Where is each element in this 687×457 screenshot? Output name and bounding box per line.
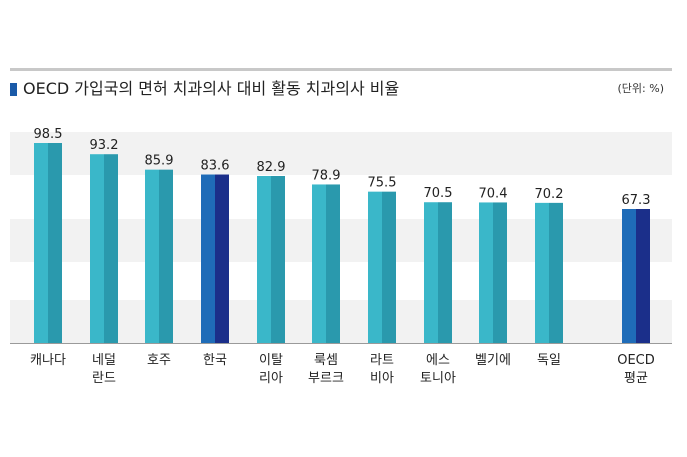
bar — [145, 169, 159, 343]
bar-shade — [438, 202, 452, 343]
data-label: 78.9 — [312, 168, 341, 183]
bar-shade — [326, 184, 340, 343]
data-label: 83.6 — [201, 159, 230, 174]
data-label: 85.9 — [145, 154, 174, 169]
bar — [34, 143, 48, 343]
category-label: 독일 — [537, 353, 561, 368]
data-label: 70.5 — [424, 186, 453, 201]
category-label: 라트 — [370, 353, 394, 368]
category-label: 토니아 — [420, 371, 456, 386]
top-rule — [10, 68, 672, 71]
category-label: 이탈 — [259, 353, 283, 368]
data-label: 98.5 — [34, 127, 63, 142]
bar — [424, 202, 438, 343]
bar-group: 98.5 캐나다 — [30, 127, 66, 368]
bar-group: 83.6 한국 — [201, 159, 230, 368]
category-label: 네덜 — [92, 353, 116, 368]
data-label: 70.2 — [535, 187, 564, 202]
bar — [535, 202, 549, 343]
data-label: 67.3 — [622, 193, 651, 208]
bar-group: 70.2 독일 — [535, 187, 564, 368]
bar — [368, 191, 382, 343]
data-label: 93.2 — [90, 138, 119, 153]
bar-shade — [271, 176, 285, 343]
bar — [622, 209, 636, 343]
category-label: 벨기에 — [475, 353, 511, 368]
category-label: 호주 — [147, 353, 171, 368]
title-marker — [10, 83, 17, 96]
bar — [90, 154, 104, 343]
category-label: 캐나다 — [30, 353, 66, 368]
bar-shade — [48, 143, 62, 343]
data-label: 70.4 — [479, 186, 508, 201]
bar — [312, 184, 326, 343]
category-label: OECD — [617, 353, 655, 368]
data-label: 82.9 — [257, 160, 286, 175]
category-label: 한국 — [203, 353, 227, 368]
bar-shade — [215, 174, 229, 343]
bar-group: 70.4 벨기에 — [475, 186, 511, 368]
category-label: 리아 — [259, 371, 283, 386]
bar-shade — [636, 209, 650, 343]
bar-shade — [493, 202, 507, 343]
category-label: 룩셈 — [314, 353, 338, 368]
bar — [201, 174, 215, 343]
bar — [257, 176, 271, 343]
data-label: 75.5 — [368, 176, 397, 191]
category-label: 비아 — [370, 371, 394, 386]
unit-label: (단위: %) — [617, 82, 664, 95]
bar-shade — [104, 154, 118, 343]
bar-shade — [549, 202, 563, 343]
bar-shade — [382, 191, 396, 343]
bar-group: 67.3 OECD 평균 — [617, 193, 655, 386]
category-label: 평균 — [624, 371, 648, 386]
bar-shade — [159, 169, 173, 343]
bar — [479, 202, 493, 343]
category-label: 에스 — [426, 353, 450, 368]
grid-band — [10, 132, 672, 175]
chart-header: OECD 가입국의 면허 치과의사 대비 활동 치과의사 비율 (단위: %) — [10, 78, 672, 100]
category-label: 란드 — [92, 371, 116, 386]
category-label: 부르크 — [308, 371, 344, 386]
chart-title: OECD 가입국의 면허 치과의사 대비 활동 치과의사 비율 — [23, 79, 400, 98]
bar-group: 85.9 호주 — [145, 154, 174, 368]
